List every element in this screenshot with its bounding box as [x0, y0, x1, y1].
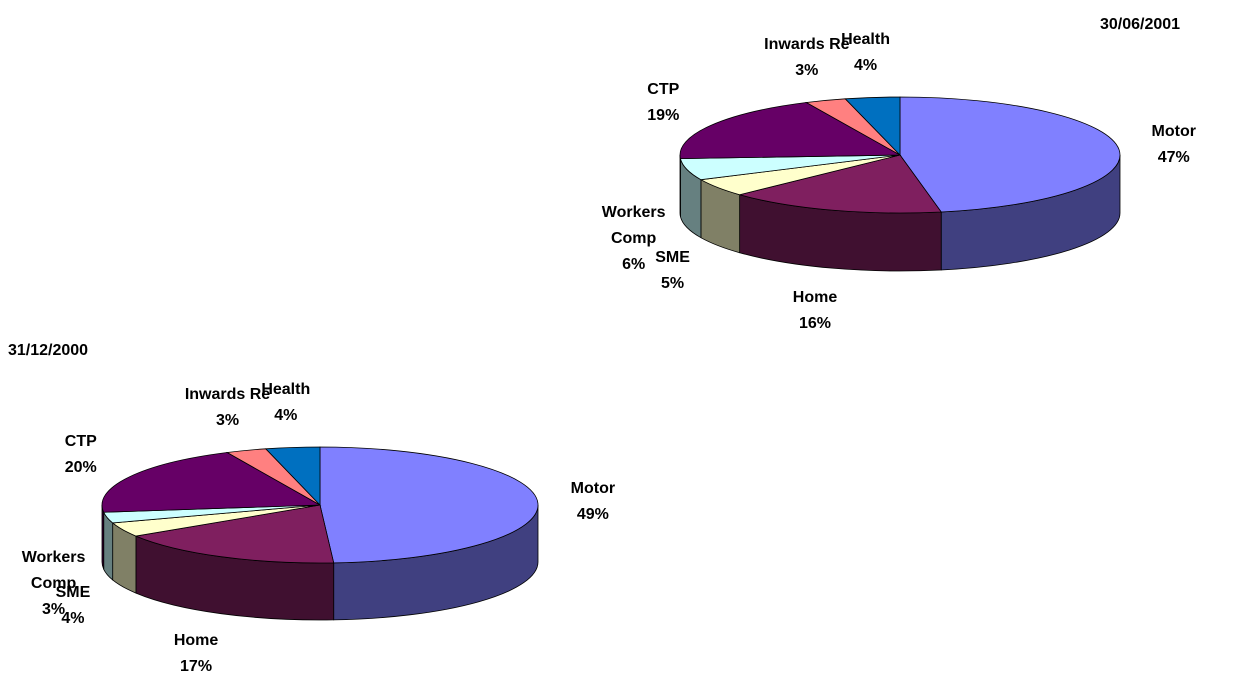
slice [899, 96, 1121, 213]
slice-label: CTP 19% [647, 77, 679, 129]
slice-label: CTP 20% [65, 429, 97, 481]
chart-title: 31/12/2000 [8, 342, 89, 359]
slice [679, 102, 902, 160]
value-label: 20% [64, 459, 97, 477]
category-label: Workers Comp [21, 549, 86, 593]
category-label: Home [792, 288, 838, 306]
category-label: Workers Comp [601, 203, 666, 247]
slice-label: Inwards Re 3% [764, 32, 849, 84]
chart-title: 30/06/2001 [1100, 16, 1181, 33]
category-label: CTP [64, 433, 97, 451]
slice-label: Health 4% [261, 377, 310, 429]
value-label: 49% [576, 505, 609, 523]
slice [264, 446, 321, 506]
category-label: Home [173, 631, 219, 649]
slice [738, 154, 942, 214]
category-label: Motor [1151, 123, 1196, 141]
value-label: 4% [853, 56, 878, 74]
value-label: 4% [61, 609, 85, 627]
value-label: 19% [647, 106, 680, 124]
slice [134, 504, 335, 564]
slice-label: Motor 47% [1152, 119, 1196, 171]
category-label: SME [655, 248, 690, 266]
slice-label: Home 17% [174, 628, 218, 680]
value-label: 3% [215, 412, 240, 430]
category-label: Inwards Re [764, 36, 850, 54]
value-label: 3% [42, 601, 66, 619]
slice-label: SME 5% [655, 245, 690, 297]
value-label: 3% [795, 62, 819, 80]
category-label: Motor [570, 479, 616, 497]
slice [844, 96, 901, 156]
category-label: Inwards Re [184, 386, 271, 404]
slice-label: Workers Comp 6% [584, 200, 684, 278]
value-label: 47% [1157, 149, 1190, 167]
value-label: 6% [622, 255, 646, 273]
value-label: 5% [660, 274, 685, 292]
category-label: CTP [647, 80, 680, 98]
value-label: 4% [274, 406, 298, 424]
slice-label: Health 4% [841, 27, 890, 79]
value-label: 17% [180, 657, 213, 675]
slice-label: Workers Comp 3% [4, 545, 104, 623]
slice-side [103, 512, 114, 581]
slice [101, 452, 322, 513]
value-label: 16% [798, 314, 832, 332]
slice-label: SME 4% [56, 580, 91, 632]
category-label: Health [261, 380, 311, 398]
category-label: Health [841, 30, 890, 48]
category-label: SME [55, 583, 91, 601]
slice-label: Inwards Re 3% [185, 382, 270, 434]
slice [319, 446, 539, 564]
slice-label: Motor 49% [571, 476, 615, 528]
slice-label: Home 16% [793, 285, 837, 337]
